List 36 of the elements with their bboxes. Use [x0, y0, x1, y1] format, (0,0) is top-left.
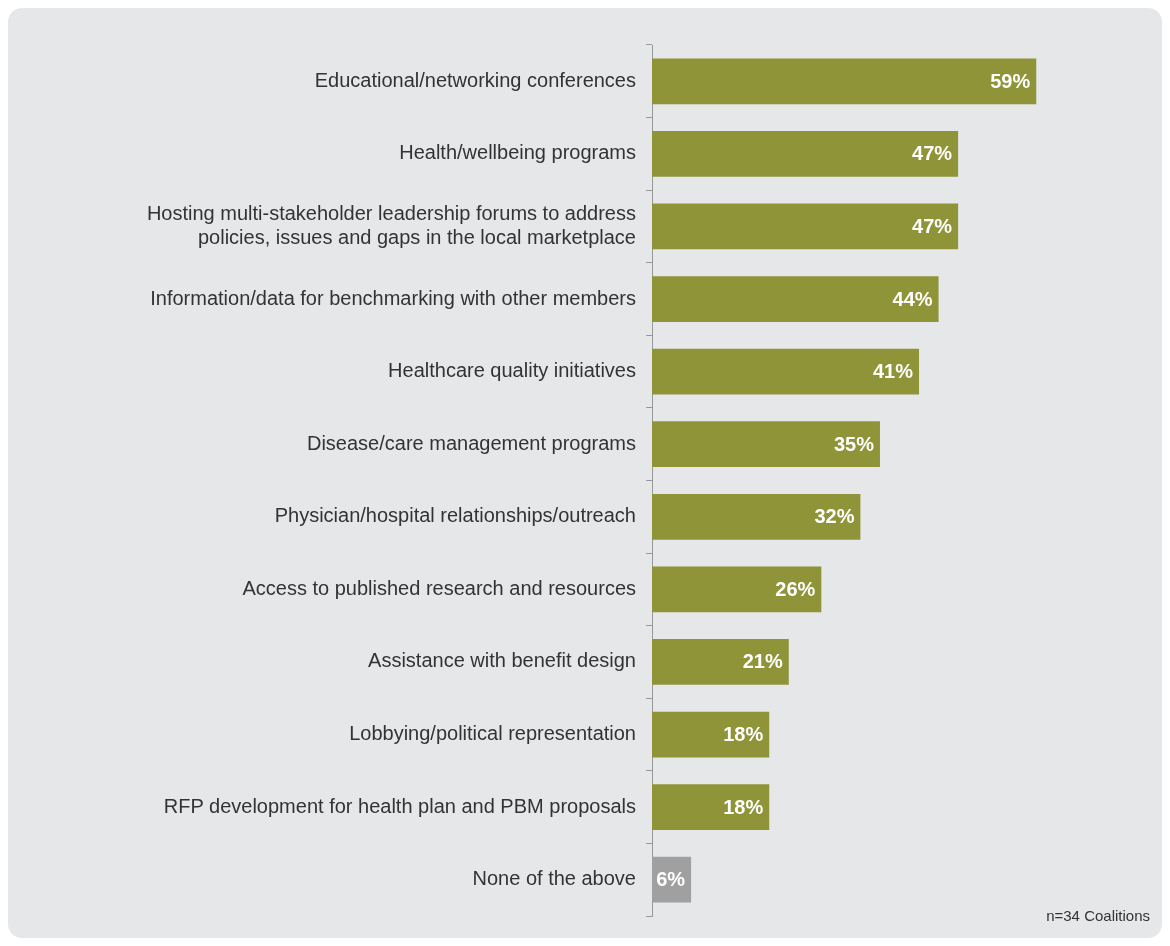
bar	[652, 493, 861, 540]
data-label: 47%	[912, 214, 953, 237]
data-label: 59%	[990, 69, 1031, 92]
y-tick-label: Healthcare quality initiatives	[388, 359, 636, 382]
data-label: 6%	[656, 868, 686, 891]
bar	[652, 421, 880, 468]
bar	[652, 203, 959, 250]
bar	[652, 58, 1037, 105]
data-label: 18%	[723, 723, 764, 746]
data-label: 44%	[892, 287, 933, 310]
bar	[652, 348, 920, 395]
y-tick-label: Disease/care management programs	[306, 431, 636, 454]
bar	[652, 131, 959, 177]
data-label: 32%	[814, 505, 855, 528]
y-tick-label: Access to published research and resources	[242, 576, 636, 599]
y-tick-label: Physician/hospital relationships/outreach	[274, 504, 636, 527]
data-label: 47%	[912, 142, 953, 165]
bar	[652, 639, 789, 685]
y-tick-label: Lobbying/political representation	[349, 722, 636, 745]
annotation: n=34 Coalitions	[1046, 906, 1150, 924]
y-tick-label: Health/wellbeing programs	[399, 141, 636, 164]
bar	[652, 276, 939, 322]
data-label: 35%	[833, 432, 875, 455]
bar	[652, 711, 770, 758]
y-tick-label: Hosting multi-stakeholder leadership forums to address policies, issues and gaps in the local marketplace	[146, 201, 636, 248]
y-tick-label: RFP development for health plan and PBM proposals	[163, 794, 636, 817]
y-tick-label: Information/data for benchmarking with other members	[150, 286, 636, 309]
y-tick-label: None of the above	[472, 867, 636, 890]
data-label: 26%	[775, 577, 816, 600]
bar	[652, 566, 822, 613]
bar	[652, 784, 770, 830]
y-tick-label: Educational/networking conferences	[314, 68, 636, 91]
data-label: 18%	[723, 795, 764, 818]
data-label: 21%	[742, 650, 783, 673]
y-tick-label: Assistance with benefit design	[368, 649, 636, 672]
data-label: 41%	[872, 360, 914, 383]
